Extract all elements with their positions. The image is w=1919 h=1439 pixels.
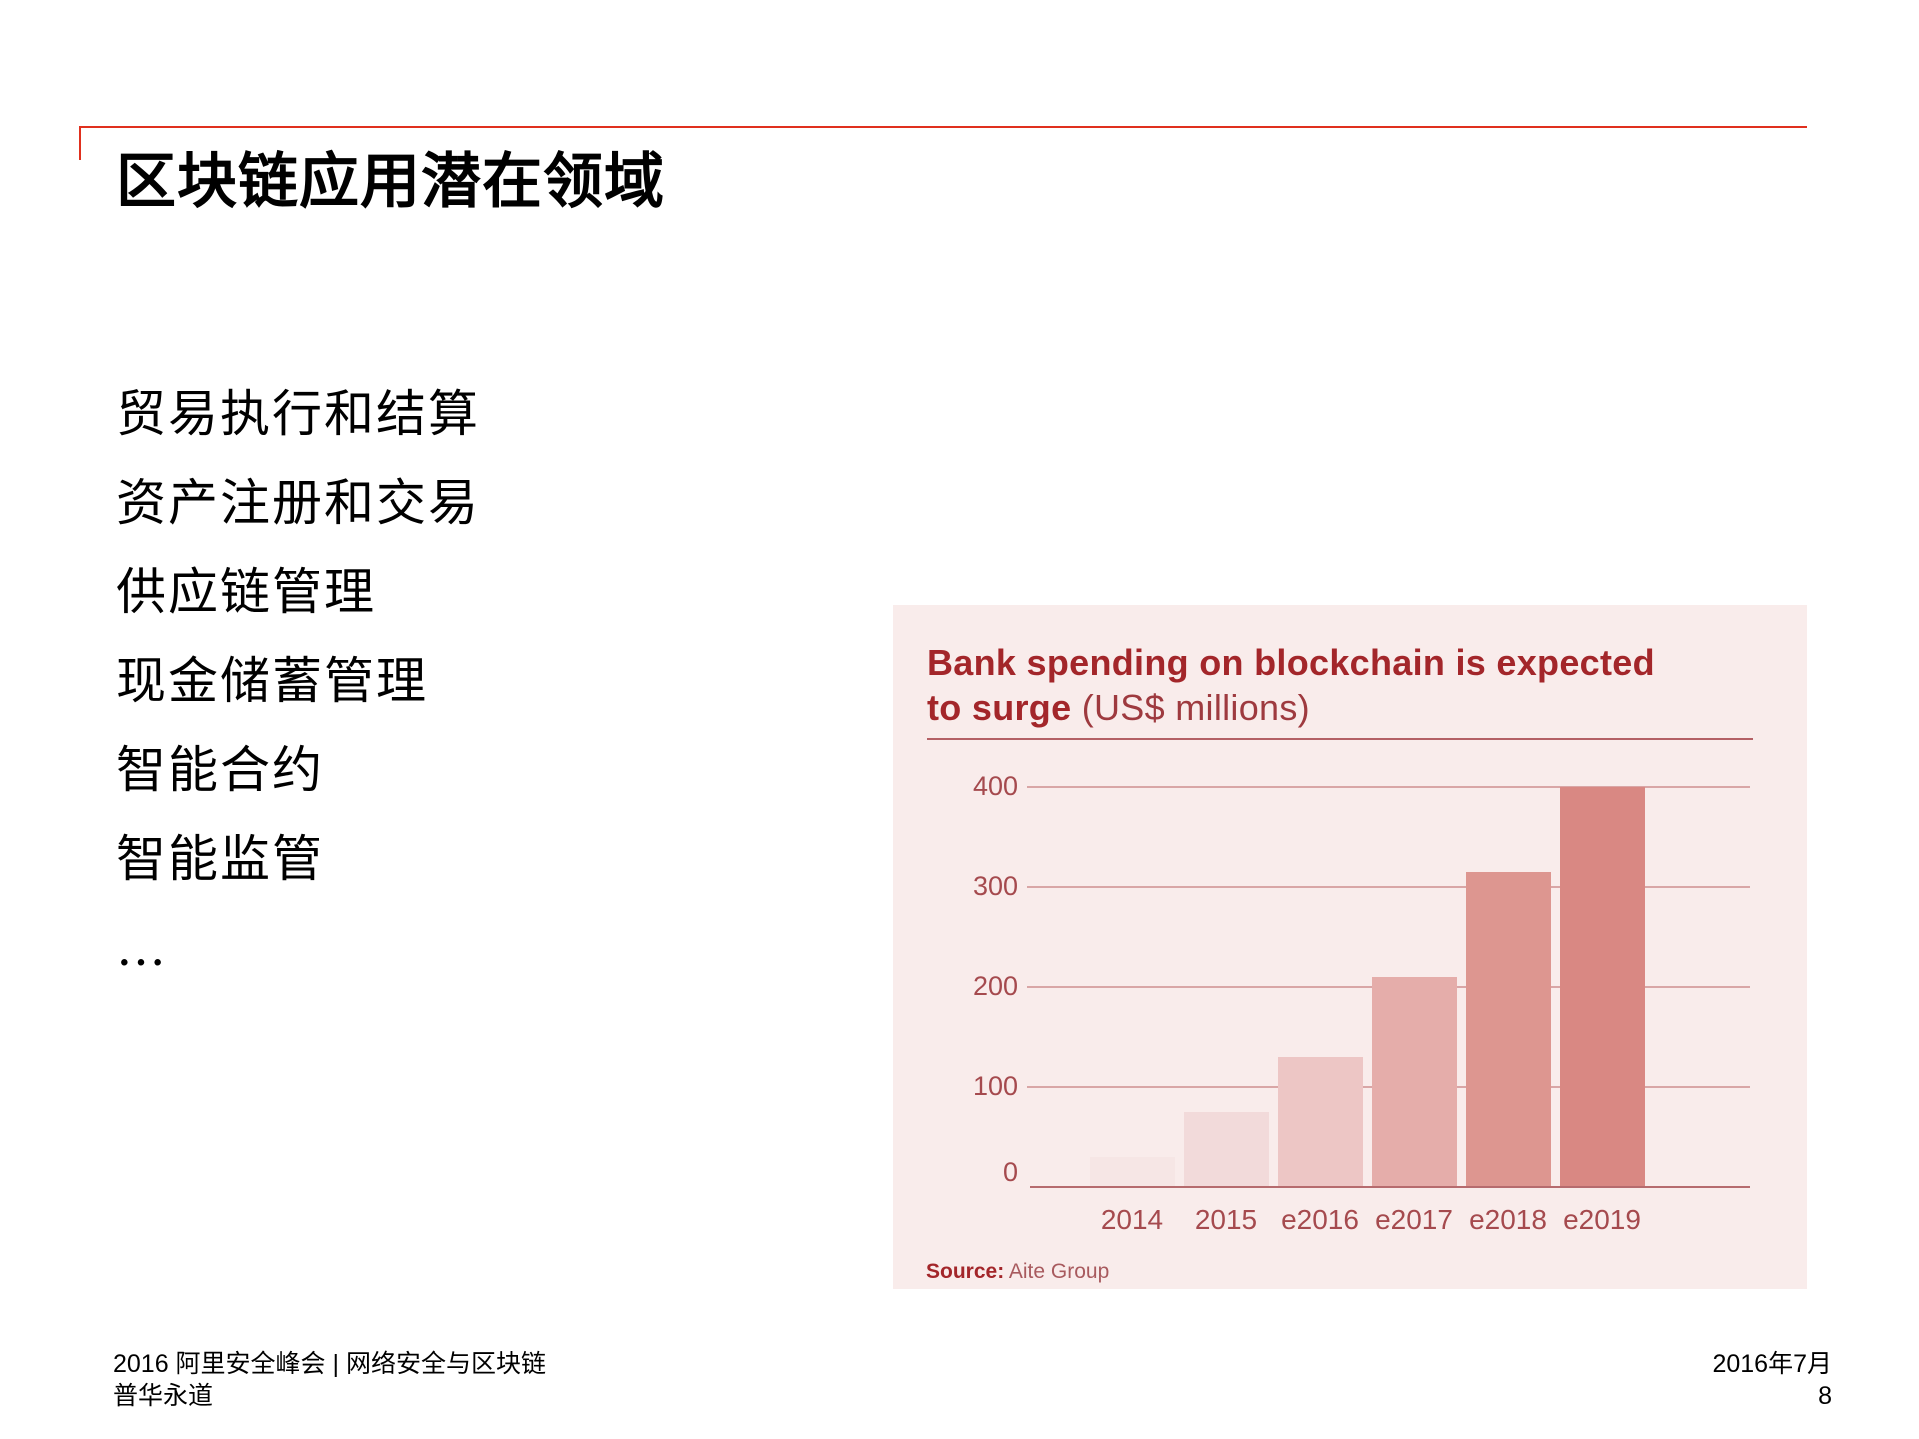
chart-source: Source: Aite Group — [926, 1260, 1109, 1284]
slide-title: 区块链应用潜在领域 — [116, 147, 665, 217]
chart-title-line1: Bank spending on blockchain is expected — [927, 642, 1655, 683]
footer-date: 2016年7月 — [1712, 1350, 1832, 1378]
x-tick-label: 2014 — [1100, 1204, 1164, 1235]
y-tick-label: 100 — [972, 1071, 1018, 1101]
x-tick-label: 2015 — [1194, 1204, 1258, 1235]
source-label: Source: — [926, 1260, 1005, 1283]
header-rule-tick — [79, 126, 81, 160]
x-tick-label: e2016 — [1281, 1204, 1359, 1235]
y-tick-label: 0 — [1002, 1157, 1018, 1187]
chart-title-bold: to surge — [927, 687, 1072, 728]
y-tick-label: 400 — [972, 771, 1018, 801]
x-tick-label: e2017 — [1375, 1204, 1453, 1235]
bullet-list: 贸易执行和结算 资产注册和交易 供应链管理 现金储蓄管理 智能合约 智能监管 … — [116, 370, 480, 993]
chart-unit: (US$ millions) — [1071, 687, 1310, 728]
y-tick-label: 200 — [972, 971, 1018, 1001]
bar-e2019 — [1560, 787, 1645, 1187]
header-rule — [79, 126, 1807, 128]
bullet-item: 智能监管 — [116, 830, 324, 888]
x-axis-baseline — [1030, 1186, 1750, 1188]
bullet-item: 现金储蓄管理 — [116, 652, 428, 710]
bullet-item: 贸易执行和结算 — [116, 385, 480, 443]
bullet-item: 智能合约 — [116, 741, 324, 799]
bullet-item: 供应链管理 — [116, 563, 376, 621]
chart-title-line2: to surge (US$ millions) — [927, 685, 1655, 730]
x-tick-label: e2018 — [1469, 1204, 1547, 1235]
bar-e2018 — [1466, 872, 1551, 1187]
page-number: 8 — [1818, 1382, 1832, 1410]
bullet-item: 资产注册和交易 — [116, 474, 480, 532]
gridline-300 — [1027, 886, 1750, 888]
x-tick-label: e2019 — [1563, 1204, 1641, 1235]
bar-e2016 — [1278, 1057, 1363, 1187]
footer-company: 普华永道 — [113, 1382, 214, 1410]
chart-title: Bank spending on blockchain is expected … — [927, 640, 1655, 730]
footer-right: 2016年7月 8 — [1600, 1348, 1832, 1412]
chart-title-rule — [927, 738, 1753, 740]
source-value: Aite Group — [1004, 1260, 1110, 1283]
bar-2014 — [1090, 1157, 1175, 1187]
gridline-400 — [1027, 786, 1750, 788]
bullet-ellipsis: … — [116, 919, 168, 977]
bar-e2017 — [1372, 977, 1457, 1187]
footer-event: 2016 阿里安全峰会 | 网络安全与区块链 — [113, 1350, 546, 1378]
footer-left: 2016 阿里安全峰会 | 网络安全与区块链 普华永道 — [113, 1348, 546, 1412]
bar-2015 — [1184, 1112, 1269, 1187]
y-tick-label: 300 — [972, 871, 1018, 901]
